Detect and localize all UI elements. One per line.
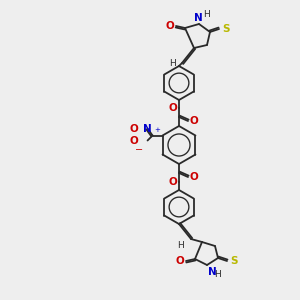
Text: H: H (214, 270, 221, 279)
Text: O: O (130, 124, 139, 134)
Text: O: O (168, 103, 177, 113)
Text: O: O (168, 177, 177, 187)
Text: N: N (208, 267, 217, 277)
Text: O: O (130, 136, 139, 146)
Text: N: N (143, 124, 152, 134)
Text: O: O (176, 256, 185, 266)
Text: O: O (190, 116, 199, 126)
Text: S: S (230, 256, 238, 266)
Text: N: N (194, 13, 202, 23)
Text: H: H (177, 241, 184, 250)
Text: O: O (166, 21, 175, 31)
Text: S: S (222, 24, 230, 34)
Text: O: O (190, 172, 199, 182)
Text: H: H (203, 10, 210, 19)
Text: −: − (135, 146, 143, 155)
Text: +: + (154, 128, 160, 134)
Text: H: H (169, 59, 176, 68)
